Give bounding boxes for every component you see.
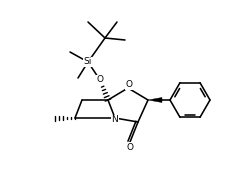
Text: O: O [96, 76, 103, 84]
Text: Si: Si [83, 57, 92, 66]
Text: O: O [125, 80, 132, 90]
Polygon shape [147, 98, 161, 103]
Text: N: N [111, 115, 118, 125]
Text: O: O [126, 142, 133, 151]
